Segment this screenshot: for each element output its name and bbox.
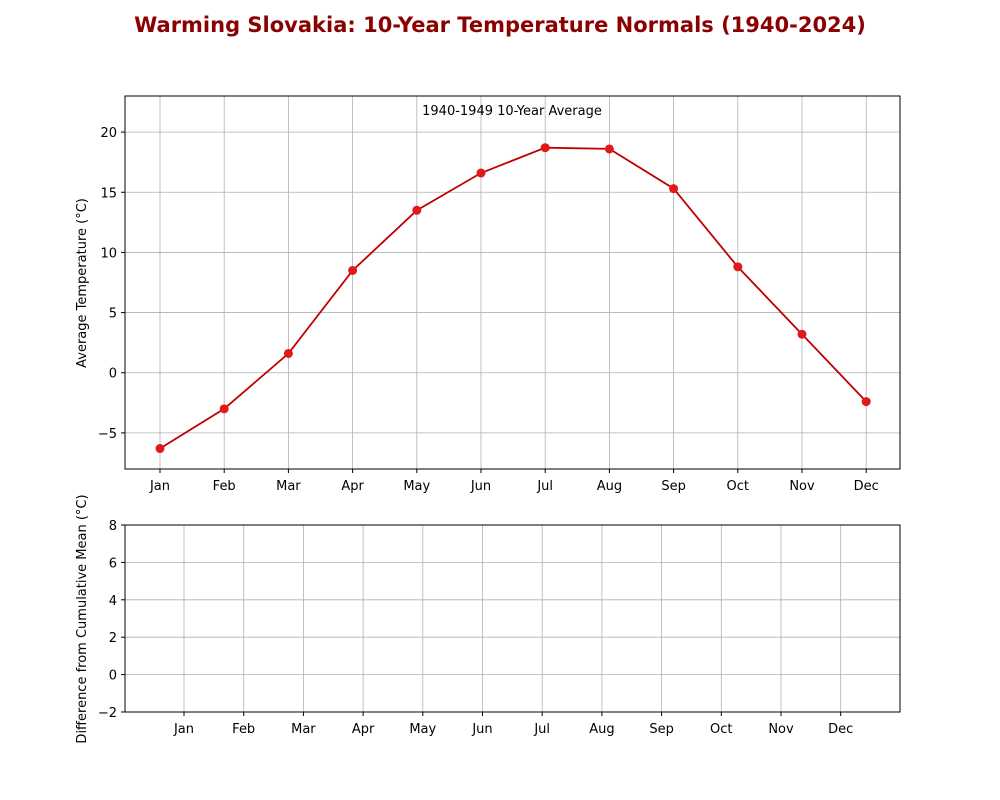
top-x-tick-label: Aug: [597, 479, 622, 494]
top-x-tick-label: Oct: [727, 479, 749, 494]
top-y-tick-label: 10: [100, 246, 117, 261]
top-x-tick-label: Apr: [341, 479, 364, 494]
bottom-y-tick-label: −2: [98, 706, 117, 721]
top-x-tick-label: Mar: [276, 479, 301, 494]
bottom-x-tick-label: Oct: [710, 722, 732, 737]
top-x-tick-label: Sep: [661, 479, 686, 494]
bottom-y-tick-label: 2: [109, 631, 117, 646]
bottom-x-tick-label: Mar: [291, 722, 316, 737]
data-point: [733, 262, 743, 272]
top-x-tick-label: Jan: [149, 479, 170, 494]
top-y-tick-label: 15: [100, 186, 117, 201]
temperature-series-points: [155, 143, 871, 454]
data-point: [669, 184, 679, 194]
data-point: [412, 205, 422, 215]
data-point: [348, 265, 358, 275]
data-point: [861, 397, 871, 407]
top-x-tick-label: May: [403, 479, 430, 494]
top-axis-ticks: Jan Feb Mar Apr May Jun Jul Aug Sep Oct Nov Dec −5 0 5…: [98, 126, 879, 494]
bottom-y-axis-label: Difference from Cumulative Mean (°C): [75, 494, 90, 743]
data-point: [283, 348, 293, 358]
top-y-axis-label: Average Temperature (°C): [75, 198, 90, 368]
bottom-gridlines: [125, 524, 900, 713]
data-point: [604, 144, 614, 154]
data-point: [219, 404, 229, 414]
bottom-x-tick-label: Dec: [828, 722, 853, 737]
data-point: [155, 444, 165, 454]
top-gridlines: [125, 96, 900, 469]
bottom-x-tick-label: Jun: [471, 722, 492, 737]
top-y-tick-label: 20: [100, 126, 117, 141]
temperature-line-chart: Jan Feb Mar Apr May Jun Jul Aug Sep Oct Nov Dec −5 0 5…: [75, 95, 901, 494]
temperature-series-line: [159, 146, 867, 450]
top-x-tick-label: Nov: [789, 479, 815, 494]
difference-chart: Jan Feb Mar Apr May Jun Jul Aug Sep Oct Nov Dec −2 0 2…: [75, 494, 901, 744]
bottom-axis-ticks: Jan Feb Mar Apr May Jun Jul Aug Sep Oct Nov Dec −2 0 2…: [98, 519, 853, 737]
bottom-y-tick-label: 4: [109, 594, 117, 609]
bottom-x-tick-label: May: [409, 722, 436, 737]
bottom-y-tick-label: 0: [109, 669, 117, 684]
bottom-x-tick-label: Jan: [173, 722, 194, 737]
bottom-y-tick-label: 8: [109, 519, 117, 534]
bottom-y-tick-label: 6: [109, 556, 117, 571]
top-annotation: 1940-1949 10-Year Average: [422, 104, 602, 119]
top-x-tick-label: Feb: [213, 479, 236, 494]
top-y-tick-label: −5: [98, 427, 117, 442]
top-x-tick-label: Dec: [854, 479, 879, 494]
data-point: [797, 329, 807, 339]
top-plot-frame: [124, 95, 901, 470]
top-y-tick-label: 0: [109, 367, 117, 382]
data-point: [476, 168, 486, 178]
bottom-x-tick-label: Nov: [768, 722, 794, 737]
bottom-x-tick-label: Feb: [232, 722, 255, 737]
bottom-x-tick-label: Aug: [589, 722, 614, 737]
bottom-x-tick-label: Apr: [352, 722, 375, 737]
bottom-plot-frame: [124, 524, 901, 713]
bottom-x-tick-label: Sep: [649, 722, 674, 737]
top-x-tick-label: Jun: [470, 479, 491, 494]
top-x-tick-label: Jul: [536, 479, 553, 494]
bottom-x-tick-label: Jul: [533, 722, 550, 737]
top-y-tick-label: 5: [109, 307, 117, 322]
figure-title: Warming Slovakia: 10-Year Temperature No…: [134, 13, 866, 37]
data-point: [540, 143, 550, 153]
